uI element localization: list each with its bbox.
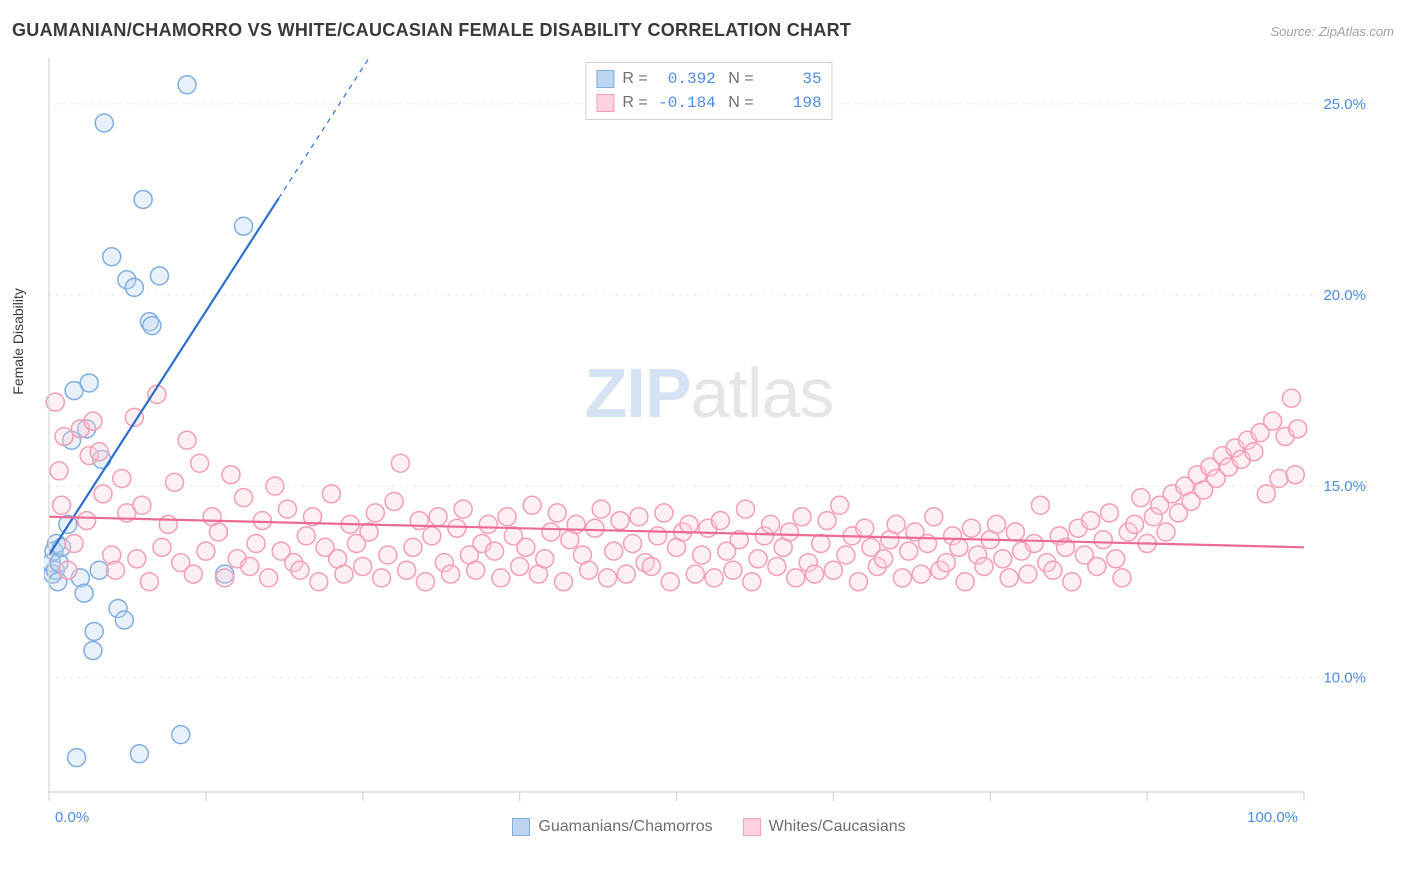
r-label: R = xyxy=(622,70,647,88)
n-label: N = xyxy=(724,70,754,88)
r-value-0: 0.392 xyxy=(656,70,716,88)
svg-text:15.0%: 15.0% xyxy=(1323,478,1366,495)
svg-text:20.0%: 20.0% xyxy=(1323,287,1366,304)
r-label: R = xyxy=(622,94,647,112)
chart-title: GUAMANIAN/CHAMORRO VS WHITE/CAUCASIAN FE… xyxy=(12,20,851,41)
bottom-legend: Guamanians/Chamorros Whites/Caucasians xyxy=(44,818,1374,836)
legend-item: Whites/Caucasians xyxy=(743,818,906,836)
y-axis-label: Female Disability xyxy=(10,288,26,395)
svg-text:10.0%: 10.0% xyxy=(1323,669,1366,686)
swatch-series-1 xyxy=(596,94,614,112)
scatter-plot: 10.0%15.0%20.0%25.0%0.0%100.0% xyxy=(44,50,1374,830)
legend-item: Guamanians/Chamorros xyxy=(512,818,712,836)
corr-row-2: R = -0.184 N = 198 xyxy=(596,91,821,115)
legend-swatch xyxy=(512,818,530,836)
corr-row-1: R = 0.392 N = 35 xyxy=(596,67,821,91)
legend-label: Guamanians/Chamorros xyxy=(538,818,712,836)
svg-text:25.0%: 25.0% xyxy=(1323,96,1366,113)
n-value-0: 35 xyxy=(762,70,822,88)
n-label: N = xyxy=(724,94,754,112)
chart-area: Female Disability ZIPatlas 10.0%15.0%20.… xyxy=(44,50,1374,830)
legend-swatch xyxy=(743,818,761,836)
legend-label: Whites/Caucasians xyxy=(769,818,906,836)
swatch-series-0 xyxy=(596,70,614,88)
n-value-1: 198 xyxy=(762,94,822,112)
source-label: Source: ZipAtlas.com xyxy=(1270,24,1394,39)
correlation-box: R = 0.392 N = 35 R = -0.184 N = 198 xyxy=(585,62,832,120)
r-value-1: -0.184 xyxy=(656,94,716,112)
